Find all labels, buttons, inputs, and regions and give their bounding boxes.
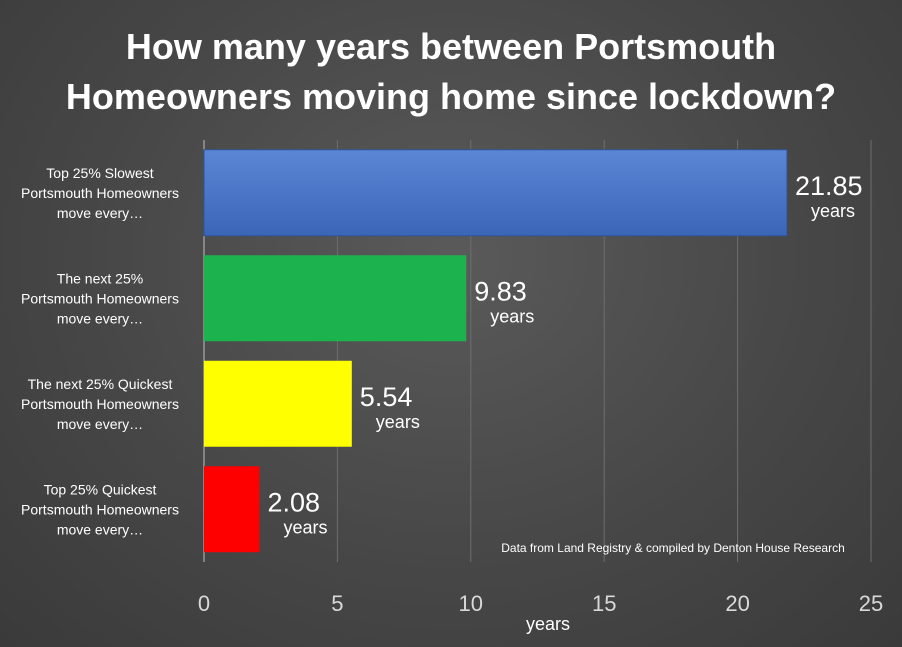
bar: [203, 149, 788, 237]
chart-title-line-2: Homeowners moving home since lockdown?: [65, 76, 837, 117]
category-label: The next 25% Quickest Portsmouth Homeowne…: [21, 376, 179, 432]
data-label: 5.54: [360, 382, 413, 412]
data-label-unit: years: [811, 201, 855, 221]
x-axis-title: years: [526, 614, 570, 634]
data-label: 9.83: [474, 276, 527, 306]
bar: [204, 466, 260, 553]
data-label-unit: years: [283, 517, 327, 537]
chart-title-line-1: How many years between Portsmouth: [125, 26, 777, 67]
data-label: 2.08: [267, 487, 320, 517]
category-labels: Top 25% Slowest Portsmouth Homeowners move…: [21, 165, 179, 538]
chart-title: How many years between Portsmouth Homeow…: [0, 22, 902, 122]
x-tick-label: 25: [859, 591, 883, 616]
data-label: 21.85: [795, 171, 863, 201]
source-note: Data from Land Registry & compiled by De…: [501, 541, 845, 555]
x-tick-label: 10: [459, 591, 483, 616]
category-label: Top 25% Quickest Portsmouth Homeowners mov…: [21, 481, 179, 537]
category-label: The next 25% Portsmouth Homeowners move ev…: [21, 270, 179, 326]
x-tick-label: 15: [592, 591, 616, 616]
x-tick-labels: 0 5 10 15 20 25: [198, 591, 883, 616]
data-label-unit: years: [490, 306, 534, 326]
x-tick-label: 5: [331, 591, 343, 616]
category-label: Top 25% Slowest Portsmouth Homeowners move…: [21, 165, 179, 221]
bar: [204, 255, 467, 342]
x-tick-label: 20: [725, 591, 749, 616]
x-tick-label: 0: [198, 591, 210, 616]
bar: [204, 360, 352, 447]
bars: [203, 149, 788, 553]
data-label-unit: years: [376, 412, 420, 432]
